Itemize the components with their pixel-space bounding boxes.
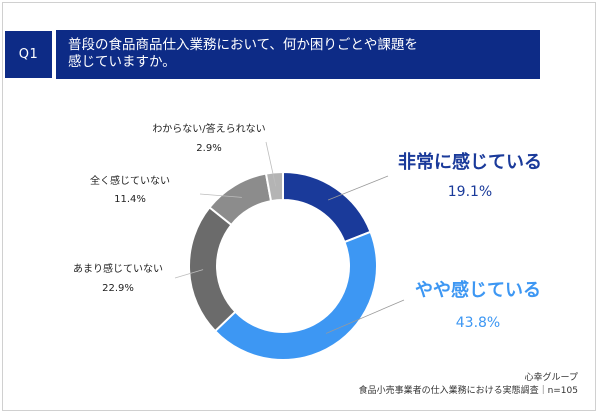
value-label-1: 19.1% xyxy=(448,184,492,200)
category-label-5: わからない/答えられない xyxy=(152,122,265,135)
figure-frame xyxy=(2,2,596,411)
donut-segment-2 xyxy=(213,230,378,361)
question-text-line1: 普段の食品商品仕入業務において、何か困りごとや課題を xyxy=(68,37,418,53)
leader-line-5 xyxy=(265,141,277,187)
question-number: Q1 xyxy=(18,47,39,62)
category-label-1: 非常に感じている xyxy=(398,151,542,173)
category-label-3: あまり感じていない xyxy=(73,262,163,275)
question-box: 普段の食品商品仕入業務において、何か困りごとや課題を 感じていますか。 xyxy=(56,30,540,79)
donut-segment-1 xyxy=(282,170,372,244)
leader-line-4 xyxy=(199,193,242,198)
value-label-3: 22.9% xyxy=(102,283,134,294)
category-label-4: 全く感じていない xyxy=(90,174,170,187)
footer-company: 心幸グループ xyxy=(524,373,578,383)
value-label-2: 43.8% xyxy=(456,315,500,331)
footer-source: 食品小売事業者の仕入業務における実態調査｜n=105 xyxy=(358,386,578,396)
leader-line-3 xyxy=(174,269,204,279)
leader-line-2 xyxy=(325,299,405,334)
value-label-4: 11.4% xyxy=(114,194,146,205)
question-text-line2: 感じていますか。 xyxy=(68,54,176,70)
leader-line-1 xyxy=(327,175,389,201)
value-label-5: 2.9% xyxy=(196,143,221,154)
category-label-2: やや感じている xyxy=(415,279,541,301)
donut-segment-5 xyxy=(264,170,284,203)
donut-segment-3 xyxy=(188,205,237,333)
question-badge: Q1 xyxy=(5,31,52,78)
